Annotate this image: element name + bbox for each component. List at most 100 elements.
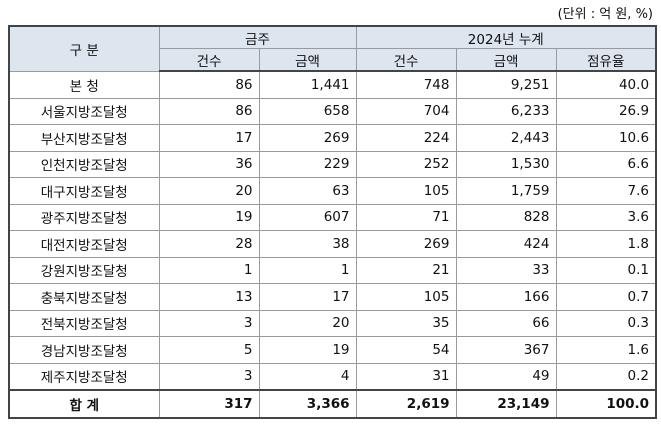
table-cell: 13 bbox=[158, 283, 260, 311]
header-row: 건수 금액 건수 금액 점유율 bbox=[9, 48, 657, 72]
table-cell: 317 bbox=[158, 389, 260, 418]
table-cell: 54 bbox=[355, 336, 457, 364]
table-cell: 23,149 bbox=[455, 389, 557, 418]
table-cell: 105 bbox=[355, 283, 457, 311]
table-cell: 36 bbox=[158, 150, 260, 178]
table-cell: 대구지방조달청 bbox=[8, 177, 160, 205]
table-cell: 269 bbox=[258, 124, 357, 152]
table-cell: 3,366 bbox=[258, 389, 357, 418]
table-cell: 제주지방조달청 bbox=[8, 362, 160, 391]
table-cell: 합 계 bbox=[8, 389, 160, 418]
table-cell: 38 bbox=[258, 230, 357, 258]
table-cell: 71 bbox=[355, 203, 457, 231]
table-cell: 229 bbox=[258, 150, 357, 178]
table-row: 부산지방조달청 17 269 224 2,443 10.6 bbox=[8, 124, 657, 152]
table-body: 본 청 86 1,441 748 9,251 40.0 서울지방조달청 86 658 704 6,2… bbox=[8, 70, 657, 418]
table-cell: 서울지방조달청 bbox=[8, 97, 160, 125]
table-cell: 40.0 bbox=[555, 70, 657, 99]
table-row: 충북지방조달청 13 17 105 166 0.7 bbox=[8, 283, 657, 311]
table-cell: 6.6 bbox=[555, 150, 657, 178]
table-cell: 20 bbox=[158, 177, 260, 205]
header-group: 금주 bbox=[158, 25, 357, 49]
header-cell: 금액 bbox=[258, 48, 357, 72]
table-cell: 1,530 bbox=[455, 150, 557, 178]
table-row: 인천지방조달청 36 229 252 1,530 6.6 bbox=[8, 150, 657, 178]
table-row: 대전지방조달청 28 38 269 424 1.8 bbox=[8, 230, 657, 258]
table-cell: 7.6 bbox=[555, 177, 657, 205]
table-row: 광주지방조달청 19 607 71 828 3.6 bbox=[8, 203, 657, 231]
table-cell: 17 bbox=[258, 283, 357, 311]
table-cell: 0.3 bbox=[555, 309, 657, 337]
header-cell: 금액 bbox=[455, 48, 557, 72]
table-cell: 1.6 bbox=[555, 336, 657, 364]
table-cell: 828 bbox=[455, 203, 557, 231]
table-cell: 28 bbox=[158, 230, 260, 258]
table-cell: 3.6 bbox=[555, 203, 657, 231]
table-cell: 대전지방조달청 bbox=[8, 230, 160, 258]
table-cell: 2,443 bbox=[455, 124, 557, 152]
table-cell: 9,251 bbox=[455, 70, 557, 99]
table-row: 제주지방조달청 3 4 31 49 0.2 bbox=[8, 362, 657, 391]
data-table: 구 분 금주 2024년 누계 건수 금액 건수 금액 점유율 본 청 86 1,441 74… bbox=[8, 25, 658, 419]
table-cell: 강원지방조달청 bbox=[8, 256, 160, 284]
table-cell: 3 bbox=[158, 309, 260, 337]
table-header: 구 분 금주 2024년 누계 건수 금액 건수 금액 점유율 bbox=[8, 25, 657, 72]
table-cell: 1 bbox=[258, 256, 357, 284]
table-row: 합 계 317 3,366 2,619 23,149 100.0 bbox=[8, 389, 657, 418]
table-cell: 26.9 bbox=[555, 97, 657, 125]
table-cell: 3 bbox=[158, 362, 260, 391]
table-row: 대구지방조달청 20 63 105 1,759 7.6 bbox=[8, 177, 657, 205]
table-cell: 전북지방조달청 bbox=[8, 309, 160, 337]
table-cell: 2,619 bbox=[355, 389, 457, 418]
table-cell: 367 bbox=[455, 336, 557, 364]
table-row: 강원지방조달청 1 1 21 33 0.1 bbox=[8, 256, 657, 284]
header-group: 2024년 누계 bbox=[355, 25, 657, 49]
table-cell: 21 bbox=[355, 256, 457, 284]
header-cell: 구 분 bbox=[8, 25, 160, 72]
table-cell: 35 bbox=[355, 309, 457, 337]
header-cell: 점유율 bbox=[555, 48, 657, 72]
table-row: 전북지방조달청 3 20 35 66 0.3 bbox=[8, 309, 657, 337]
table-row: 경남지방조달청 5 19 54 367 1.6 bbox=[8, 336, 657, 364]
table-row: 서울지방조달청 86 658 704 6,233 26.9 bbox=[8, 97, 657, 125]
table-cell: 252 bbox=[355, 150, 457, 178]
table-cell: 49 bbox=[455, 362, 557, 391]
table-cell: 부산지방조달청 bbox=[8, 124, 160, 152]
table-cell: 86 bbox=[158, 70, 260, 99]
table-cell: 66 bbox=[455, 309, 557, 337]
table-cell: 658 bbox=[258, 97, 357, 125]
table-cell: 인천지방조달청 bbox=[8, 150, 160, 178]
table-cell: 269 bbox=[355, 230, 457, 258]
table-cell: 5 bbox=[158, 336, 260, 364]
table-cell: 경남지방조달청 bbox=[8, 336, 160, 364]
table-cell: 0.2 bbox=[555, 362, 657, 391]
table-cell: 17 bbox=[158, 124, 260, 152]
table-cell: 20 bbox=[258, 309, 357, 337]
table-cell: 63 bbox=[258, 177, 357, 205]
table-cell: 4 bbox=[258, 362, 357, 391]
table-cell: 704 bbox=[355, 97, 457, 125]
table-cell: 33 bbox=[455, 256, 557, 284]
table-row: 본 청 86 1,441 748 9,251 40.0 bbox=[8, 70, 657, 99]
table-cell: 0.1 bbox=[555, 256, 657, 284]
header-cell: 건수 bbox=[355, 48, 457, 72]
table-cell: 6,233 bbox=[455, 97, 557, 125]
table-cell: 본 청 bbox=[8, 70, 160, 99]
header-cell: 건수 bbox=[158, 48, 260, 72]
table-cell: 충북지방조달청 bbox=[8, 283, 160, 311]
table-cell: 105 bbox=[355, 177, 457, 205]
table-cell: 광주지방조달청 bbox=[8, 203, 160, 231]
table-cell: 224 bbox=[355, 124, 457, 152]
table-cell: 1,759 bbox=[455, 177, 557, 205]
table-cell: 86 bbox=[158, 97, 260, 125]
unit-note: (단위 : 억 원, %) bbox=[557, 7, 653, 22]
table-cell: 166 bbox=[455, 283, 557, 311]
table-cell: 748 bbox=[355, 70, 457, 99]
table-cell: 19 bbox=[158, 203, 260, 231]
table-cell: 100.0 bbox=[555, 389, 657, 418]
table-cell: 19 bbox=[258, 336, 357, 364]
table-cell: 1.8 bbox=[555, 230, 657, 258]
table-cell: 0.7 bbox=[555, 283, 657, 311]
table-cell: 1,441 bbox=[258, 70, 357, 99]
